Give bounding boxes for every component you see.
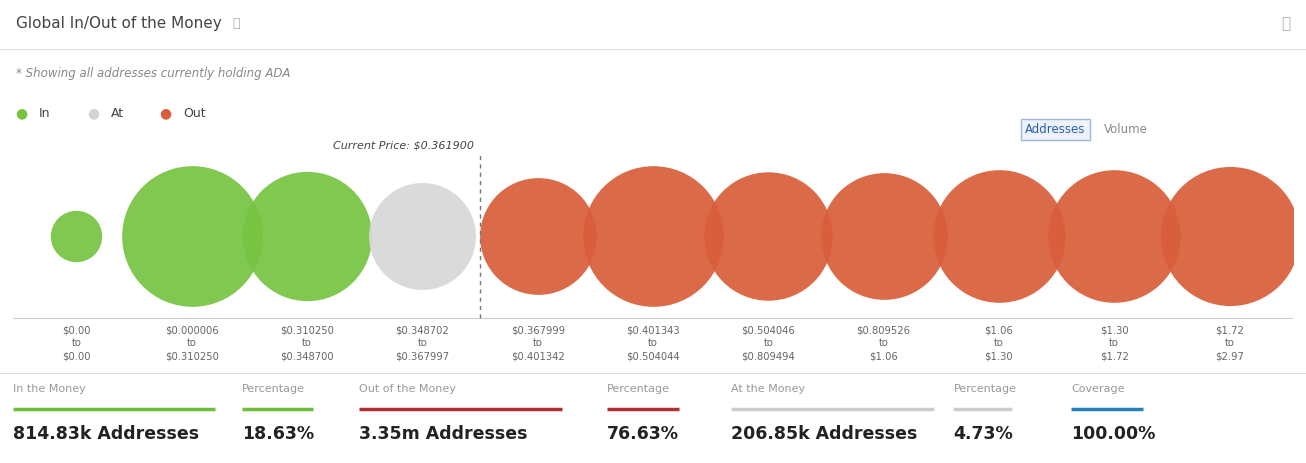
Point — [643, 232, 663, 240]
Text: Volume: Volume — [1104, 123, 1148, 136]
Point — [1104, 232, 1124, 240]
Text: Current Price: $0.361900: Current Price: $0.361900 — [333, 140, 474, 150]
Text: $0.000006
to
$0.310250: $0.000006 to $0.310250 — [165, 325, 218, 362]
Text: Percentage: Percentage — [953, 383, 1016, 394]
Text: ●: ● — [159, 106, 171, 120]
Text: In: In — [39, 107, 51, 120]
Text: ●: ● — [16, 106, 27, 120]
Text: Global In/Out of the Money: Global In/Out of the Money — [16, 16, 222, 31]
Text: Addresses: Addresses — [1025, 123, 1085, 136]
Text: Out: Out — [183, 107, 205, 120]
Text: At the Money: At the Money — [731, 383, 806, 394]
Text: $1.06
to
$1.30: $1.06 to $1.30 — [985, 325, 1013, 362]
Point — [989, 232, 1010, 240]
Point — [757, 232, 778, 240]
Point — [411, 232, 432, 240]
Text: $1.30
to
$1.72: $1.30 to $1.72 — [1100, 325, 1128, 362]
Text: 4.73%: 4.73% — [953, 425, 1013, 443]
Text: At: At — [111, 107, 124, 120]
Text: Percentage: Percentage — [242, 383, 304, 394]
Text: ⓘ: ⓘ — [232, 17, 240, 30]
Text: Percentage: Percentage — [607, 383, 670, 394]
Point — [296, 232, 317, 240]
Text: Out of the Money: Out of the Money — [359, 383, 456, 394]
Point — [1218, 232, 1239, 240]
Point — [528, 232, 549, 240]
Point — [67, 232, 88, 240]
Text: $0.310250
to
$0.348700: $0.310250 to $0.348700 — [281, 325, 334, 362]
Text: In the Money: In the Money — [13, 383, 86, 394]
Text: ●: ● — [88, 106, 99, 120]
Text: * Showing all addresses currently holding ADA: * Showing all addresses currently holdin… — [16, 67, 290, 80]
Point — [874, 232, 895, 240]
Text: $1.72
to
$2.97: $1.72 to $2.97 — [1215, 325, 1243, 362]
Text: 814.83k Addresses: 814.83k Addresses — [13, 425, 200, 443]
Text: $0.367999
to
$0.401342: $0.367999 to $0.401342 — [511, 325, 564, 362]
Text: 3.35m Addresses: 3.35m Addresses — [359, 425, 528, 443]
Text: $0.00
to
$0.00: $0.00 to $0.00 — [63, 325, 90, 362]
Text: $0.504046
to
$0.809494: $0.504046 to $0.809494 — [742, 325, 795, 362]
Text: 206.85k Addresses: 206.85k Addresses — [731, 425, 918, 443]
Text: 76.63%: 76.63% — [607, 425, 679, 443]
Text: Coverage: Coverage — [1071, 383, 1124, 394]
Text: 18.63%: 18.63% — [242, 425, 313, 443]
Text: 100.00%: 100.00% — [1071, 425, 1156, 443]
Text: $0.401343
to
$0.504044: $0.401343 to $0.504044 — [626, 325, 680, 362]
Point — [182, 232, 202, 240]
Text: ⤓: ⤓ — [1281, 16, 1290, 31]
Text: $0.809526
to
$1.06: $0.809526 to $1.06 — [857, 325, 910, 362]
Text: $0.348702
to
$0.367997: $0.348702 to $0.367997 — [396, 325, 449, 362]
